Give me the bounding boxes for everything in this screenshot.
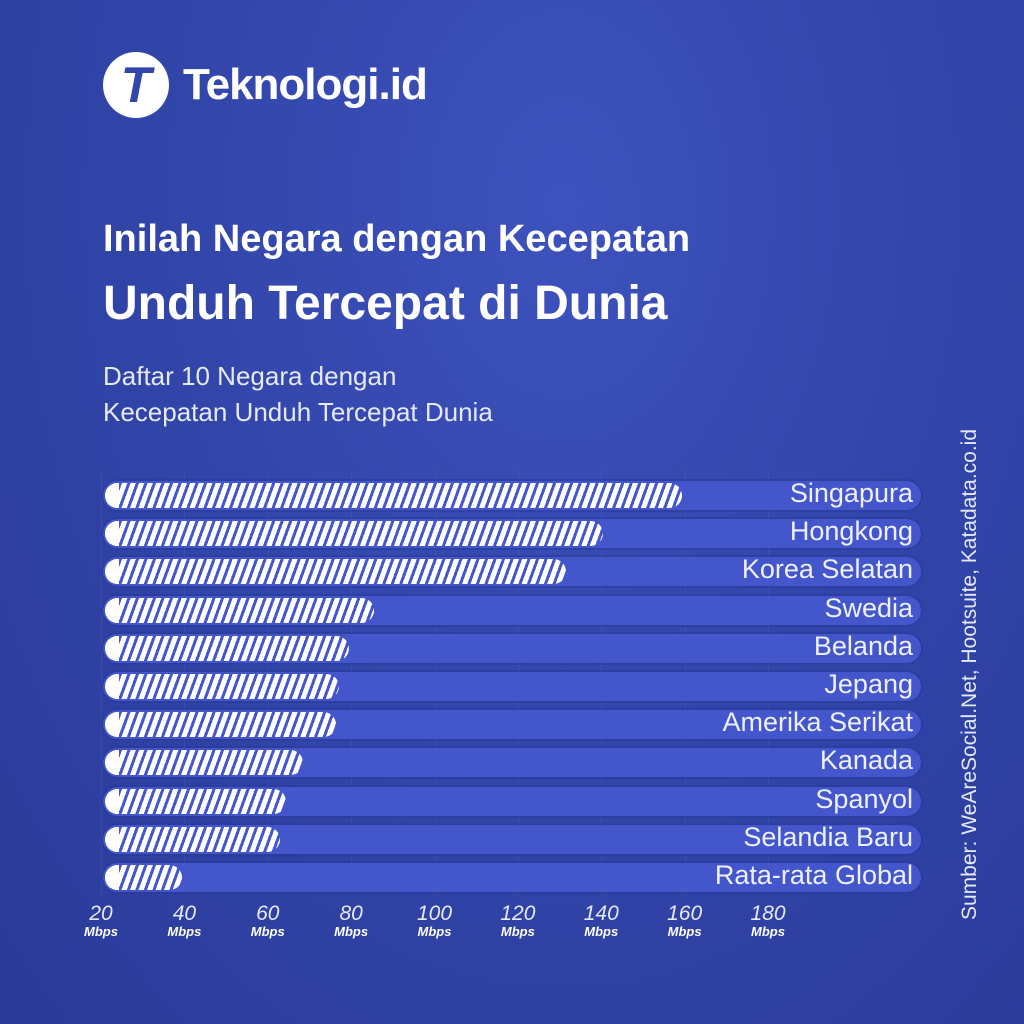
x-tick-label: 40 Mbps [154,902,214,939]
bar-track: Amerika Serikat [103,707,921,740]
brand-logo: T Teknologi.id [103,52,428,118]
bar [105,788,287,814]
tick-unit: Mbps [417,924,452,939]
bar [105,826,281,852]
tick-unit: Mbps [584,924,619,939]
tick-value: 160 [667,902,703,925]
tick-value: 180 [750,902,786,925]
bar-label: Hongkong [789,516,913,547]
bar-track: Hongkong [103,516,921,549]
tick-value: 20 [89,902,113,925]
bar-track: Spanyol [103,783,921,816]
subtitle-line-1: Daftar 10 Negara dengan [103,361,397,391]
title-line-2: Unduh Tercepat di Dunia [103,277,668,330]
gridline [101,470,102,895]
bar-label: Korea Selatan [741,554,913,585]
tick-value: 120 [500,902,536,925]
bar [105,521,604,547]
bar [105,635,349,661]
tick-unit: Mbps [84,924,118,939]
bar-track: Korea Selatan [103,554,921,587]
x-tick-label: 140 Mbps [571,902,631,939]
x-tick-label: 120 Mbps [488,902,548,939]
bar-track: Rata-rata Global [103,860,921,892]
subtitle: Daftar 10 Negara dengan Kecepatan Unduh … [103,358,493,430]
x-tick-label: 100 Mbps [405,902,465,939]
bar-track: Kanada [103,745,921,778]
bar-label: Spanyol [815,783,913,814]
bar-label: Jepang [824,669,913,699]
title-line-1: Inilah Negara dengan Kecepatan [103,218,691,260]
tick-unit: Mbps [167,924,202,939]
tick-unit: Mbps [751,924,785,939]
bar [105,559,566,585]
bar [105,712,337,738]
x-tick-label: 20 Mbps [71,902,131,939]
bar-label: Singapura [789,478,913,508]
subtitle-line-2: Kecepatan Unduh Tercepat Dunia [103,397,493,427]
bar [105,597,374,623]
bar-track: Selandia Baru [103,821,921,854]
bar [105,483,683,508]
tick-value: 80 [339,902,363,925]
x-tick-label: 160 Mbps [655,902,715,939]
tick-value: 140 [583,902,619,925]
bar-label: Rata-rata Global [714,860,913,890]
bar-track: Swedia [103,592,921,625]
tick-value: 40 [172,902,197,925]
tick-value: 60 [256,902,280,925]
bar [105,865,183,890]
bar-track: Singapura [103,478,921,510]
bar-label: Kanada [819,745,913,776]
x-tick-label: 60 Mbps [238,902,298,939]
bar-track: Jepang [103,669,921,701]
x-tick-label: 180 Mbps [738,902,798,939]
bar-label: Swedia [824,592,913,623]
tick-value: 100 [416,902,453,925]
tick-unit: Mbps [250,924,285,939]
bar [105,750,304,776]
brand-name: Teknologi.id [183,60,428,109]
logo-icon: T [103,52,169,118]
bar-track: Belanda [103,630,921,663]
bar-label: Selandia Baru [743,821,913,852]
bar [105,674,339,699]
tick-unit: Mbps [667,924,702,939]
tick-unit: Mbps [334,924,369,939]
bar-label: Amerika Serikat [722,707,913,738]
bar-label: Belanda [813,630,913,661]
tick-unit: Mbps [500,924,535,939]
x-tick-label: 80 Mbps [321,902,381,939]
